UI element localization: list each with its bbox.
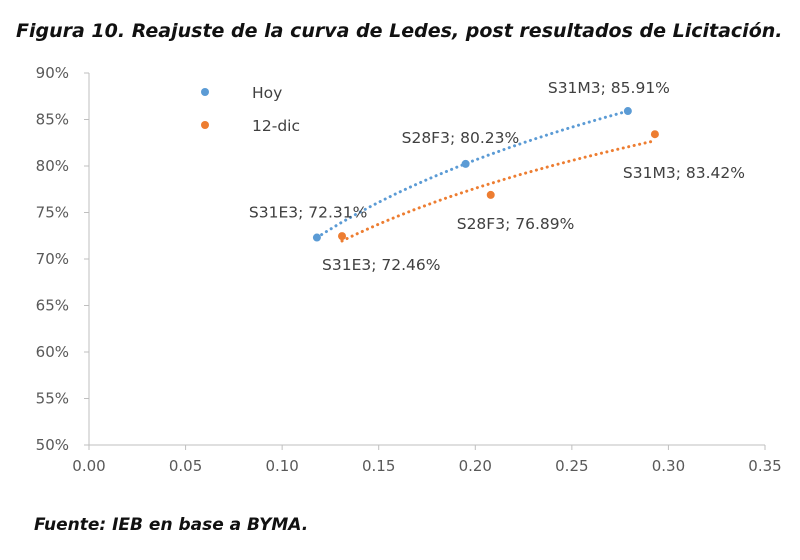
scatter-chart: 50% 55% 60% 65% 70% 75% 80% 85% 90% 0.00 0.05 0.10 0…	[36, 64, 782, 475]
data-point	[338, 232, 347, 241]
y-tick-label: 60%	[36, 343, 69, 361]
y-tick-label: 75%	[36, 204, 69, 222]
figure-title: Figura 10. Reajuste de la curva de Ledes…	[16, 20, 783, 42]
legend-label: 12-dic	[252, 117, 300, 135]
legend-marker	[201, 121, 209, 129]
data-label: S31E3; 72.31%	[249, 204, 367, 222]
trendline-12-dic	[340, 139, 657, 243]
x-tick-label: 0.30	[652, 457, 685, 475]
y-tick-label: 80%	[36, 157, 69, 175]
x-tick-label: 0.05	[169, 457, 202, 475]
x-tick-label: 0.00	[72, 457, 105, 475]
data-point	[623, 107, 632, 116]
y-tick-label: 65%	[36, 297, 69, 315]
data-label: S31M3; 83.42%	[623, 164, 745, 182]
data-point	[486, 190, 495, 199]
y-tick-label: 55%	[36, 390, 69, 408]
x-tick-label: 0.10	[265, 457, 298, 475]
x-tick-label: 0.15	[362, 457, 395, 475]
data-points	[312, 107, 659, 242]
y-tick-label: 85%	[36, 111, 69, 129]
legend-label: Hoy	[252, 84, 282, 102]
data-point	[650, 130, 659, 139]
data-label: S31M3; 85.91%	[548, 79, 670, 97]
data-labels: S31E3; 72.31% S28F3; 80.23% S31M3; 85.91% S…	[249, 79, 745, 274]
data-point	[312, 233, 321, 242]
figure-source: Fuente: IEB en base a BYMA.	[34, 515, 309, 535]
data-label: S28F3; 80.23%	[402, 129, 520, 147]
trendlines	[315, 109, 657, 243]
chart-legend: Hoy 12-dic	[201, 84, 300, 135]
x-tick-label: 0.25	[555, 457, 588, 475]
x-tick-label: 0.35	[748, 457, 781, 475]
x-tick-label: 0.20	[459, 457, 492, 475]
y-tick-label: 50%	[36, 436, 69, 454]
data-label: S31E3; 72.46%	[322, 256, 440, 274]
data-label: S28F3; 76.89%	[457, 215, 575, 233]
trendline-Hoy	[315, 109, 630, 240]
y-tick-label: 90%	[36, 64, 69, 82]
y-tick-label: 70%	[36, 250, 69, 268]
legend-marker	[201, 88, 209, 96]
chart-axes: 50% 55% 60% 65% 70% 75% 80% 85% 90% 0.00 0.05 0.10 0…	[36, 64, 782, 475]
data-point	[461, 159, 470, 168]
